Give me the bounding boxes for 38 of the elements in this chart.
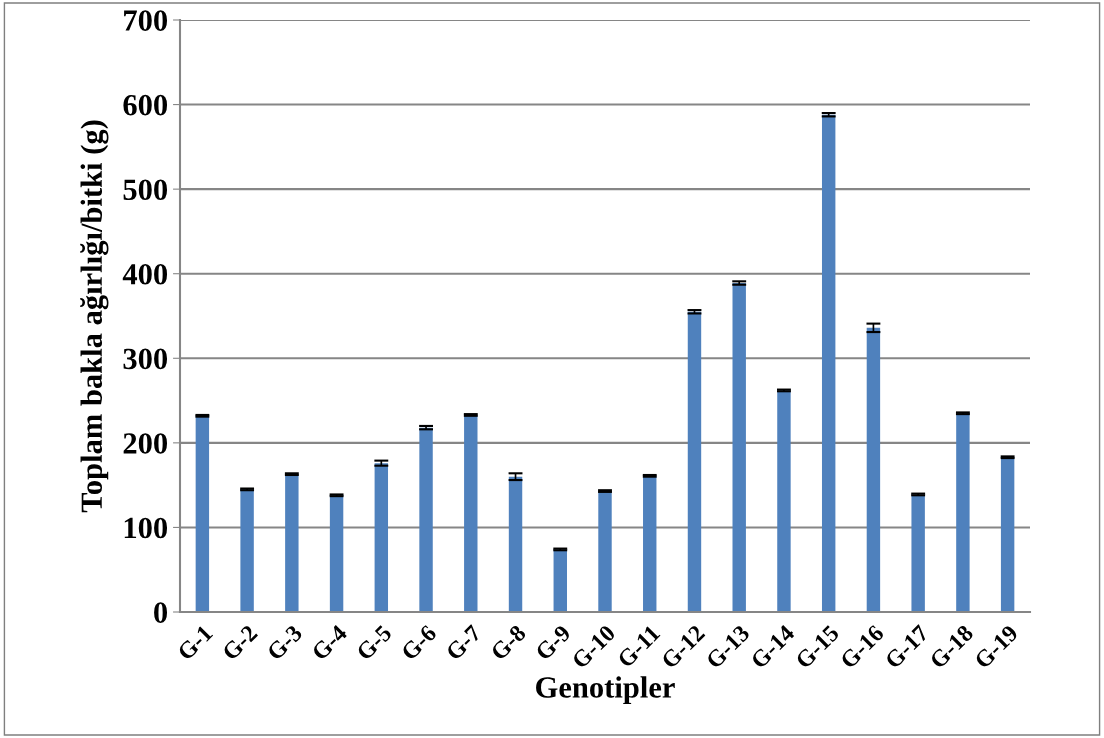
y-tick-label: 200	[123, 433, 168, 454]
x-tick-label: G-6	[400, 624, 438, 661]
bar	[464, 414, 478, 612]
bar	[508, 476, 523, 612]
x-tick-label: G-5	[355, 624, 393, 661]
x-tick-label: G-11	[616, 624, 661, 669]
bar	[195, 415, 210, 612]
bar	[1000, 457, 1015, 612]
bar	[821, 114, 836, 612]
bar	[553, 549, 567, 612]
bar	[643, 475, 657, 612]
bar	[956, 413, 970, 612]
x-tick-label: G-9	[534, 624, 572, 661]
y-tick-label: 0	[154, 602, 168, 623]
x-tick-label: G-2	[221, 624, 259, 661]
x-tick-label: G-1	[176, 624, 214, 661]
bar	[911, 494, 925, 612]
x-tick-label: G-3	[266, 624, 304, 661]
x-tick-label: G-8	[489, 624, 527, 661]
bar	[329, 495, 344, 612]
bar	[374, 463, 389, 612]
x-tick-label: G-4	[311, 623, 349, 661]
x-tick-label: G-7	[445, 624, 483, 661]
bar	[598, 491, 612, 612]
bar	[866, 327, 881, 612]
y-tick-label: 600	[123, 94, 168, 116]
y-tick-label: 700	[124, 10, 168, 31]
y-axis-title: Toplam bakla ağırlığı/bitki (g)	[80, 120, 109, 513]
x-axis-title: Genotipler	[536, 676, 675, 704]
bar	[240, 489, 254, 612]
y-tick-label: 500	[123, 179, 168, 201]
y-tick-label: 400	[122, 264, 168, 285]
bar	[419, 427, 433, 612]
bar	[777, 390, 791, 612]
bar	[285, 474, 299, 612]
bar	[732, 283, 746, 612]
y-tick-label: 300	[123, 348, 168, 370]
y-tick-label: 100	[124, 517, 168, 539]
